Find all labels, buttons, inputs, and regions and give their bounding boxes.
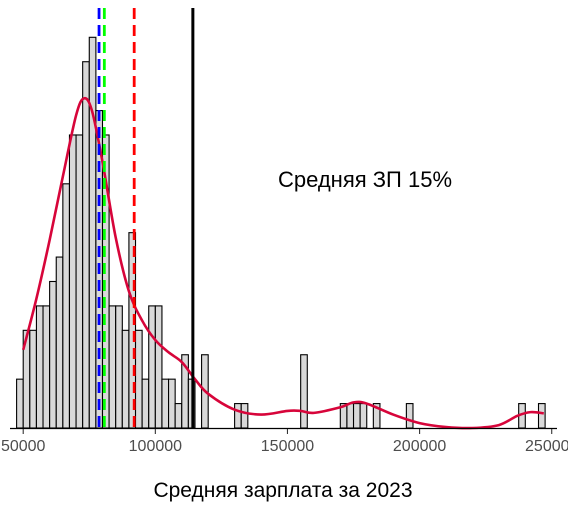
histogram-bar-4 [42,305,51,429]
histogram-bar-30 [300,354,308,429]
reference-lines [97,8,195,428]
histogram-bar-9 [75,134,84,429]
histogram-bar-29 [240,403,249,429]
histogram-bar-2 [29,329,37,429]
histogram-bar-17 [128,232,137,429]
histogram-bar-21 [154,305,163,429]
histogram-bar-20 [148,305,156,429]
x-tick-label-1: 100000 [129,438,182,455]
histogram-bar-0 [16,378,24,429]
histogram-bar-16 [121,329,130,429]
density-curve-group [21,96,544,430]
histogram-bar-19 [141,378,150,429]
annotation-label: Средняя ЗП 15% [278,167,452,192]
histogram-bar-14 [108,305,117,429]
histogram-bar-18 [134,329,143,429]
histogram-bar-36 [405,403,414,429]
histogram-bar-11 [88,36,97,429]
histogram-bar-22 [161,378,170,429]
histogram-bar-3 [35,305,44,429]
histogram-bar-34 [359,403,368,429]
x-tick-label-3: 200000 [393,438,446,455]
histogram-bar-7 [62,183,71,429]
histogram-bar-6 [55,256,64,429]
histogram-bar-38 [537,403,546,429]
histogram-bar-15 [115,305,123,429]
histogram-bar-10 [82,61,90,429]
density-curve [21,96,544,430]
histogram-bar-28 [234,403,242,429]
x-tick-label-0: 50000 [1,438,46,455]
x-tick-label-4: 250000 [525,438,568,455]
x-axis-ticks: 50000 100000 150000 200000 250000 [1,429,568,455]
histogram-bars [16,36,546,429]
x-tick-label-2: 150000 [261,438,314,455]
histogram-bar-33 [352,403,361,429]
histogram-bar-5 [49,280,57,429]
histogram-bar-24 [174,403,183,429]
histogram-bar-23 [168,378,176,429]
histogram-bar-32 [346,403,355,429]
histogram-bar-8 [68,134,77,429]
x-axis-title: Средняя зарплата за 2023 [153,479,412,502]
